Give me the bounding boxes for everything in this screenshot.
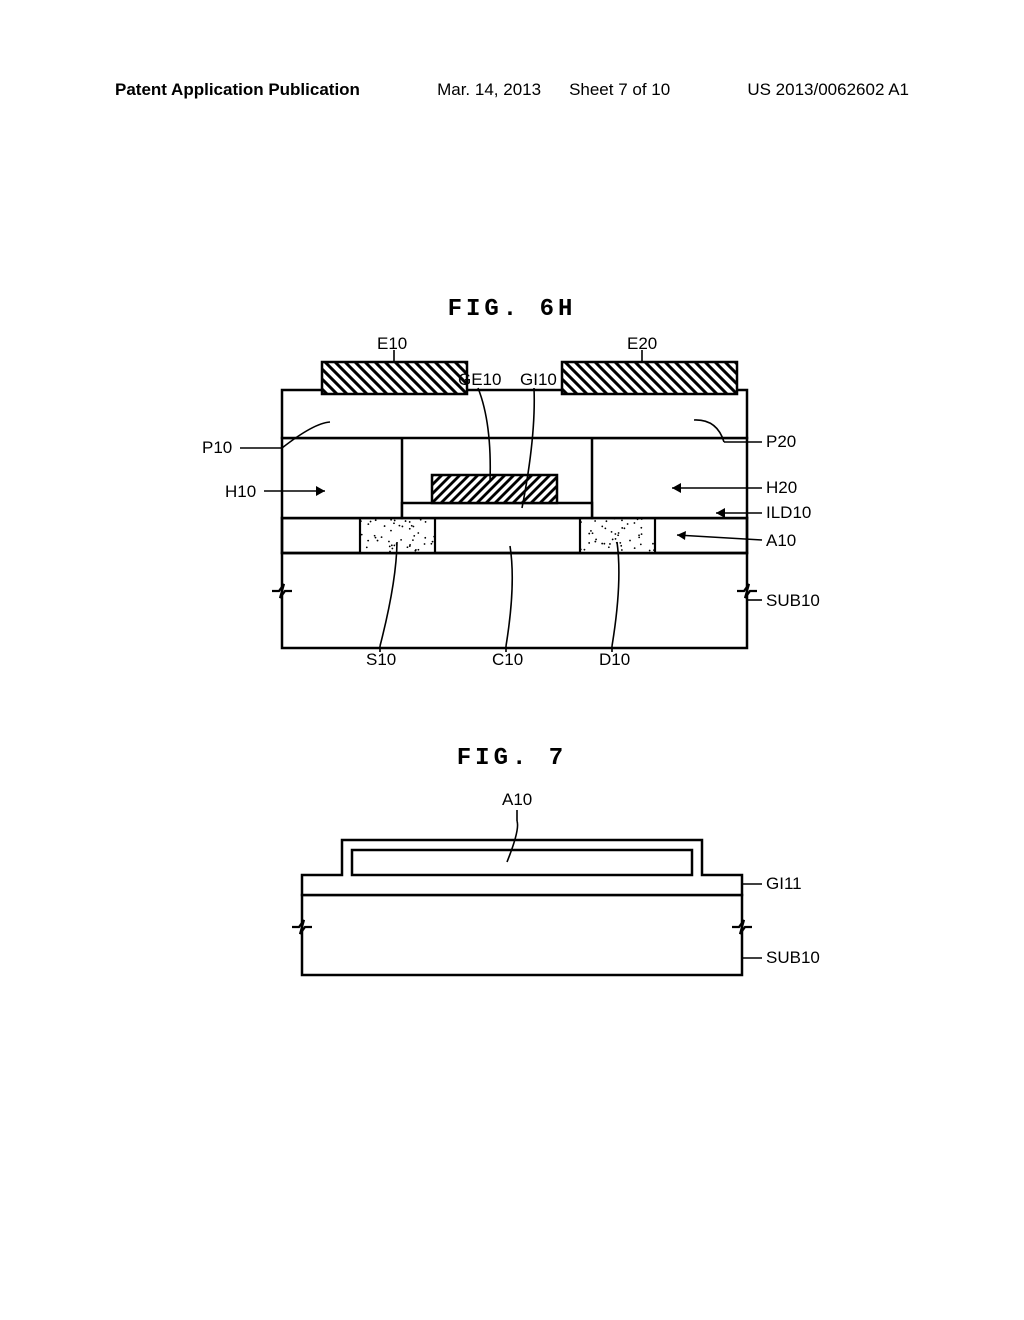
label-e10: E10 bbox=[377, 334, 407, 354]
label-sub10: SUB10 bbox=[766, 591, 820, 611]
label-d10: D10 bbox=[599, 650, 630, 670]
label7-a10: A10 bbox=[502, 790, 532, 810]
label7-sub10: SUB10 bbox=[766, 948, 820, 968]
label-p10: P10 bbox=[202, 438, 232, 458]
header-date: Mar. 14, 2013 bbox=[437, 80, 541, 100]
label-h10: H10 bbox=[225, 482, 256, 502]
label-h20: H20 bbox=[766, 478, 797, 498]
label-p20: P20 bbox=[766, 432, 796, 452]
fig7-title: FIG. 7 bbox=[0, 745, 1024, 772]
header-publication: Patent Application Publication bbox=[115, 80, 360, 100]
label-c10: C10 bbox=[492, 650, 523, 670]
fig6h-container: E10 E20 GE10 GI10 P10 P20 H10 H20 ILD10 … bbox=[112, 330, 912, 690]
label-ge10: GE10 bbox=[458, 370, 501, 390]
page-header: Patent Application Publication Mar. 14, … bbox=[115, 80, 909, 100]
header-docnum: US 2013/0062602 A1 bbox=[747, 80, 909, 100]
label-gi10: GI10 bbox=[520, 370, 557, 390]
label-s10: S10 bbox=[366, 650, 396, 670]
fig7-diagram bbox=[112, 790, 912, 1020]
header-sheet: Sheet 7 of 10 bbox=[569, 80, 670, 100]
fig6h-title: FIG. 6H bbox=[0, 296, 1024, 323]
label-e20: E20 bbox=[627, 334, 657, 354]
label7-gi11: GI11 bbox=[766, 874, 802, 894]
label-ild10: ILD10 bbox=[766, 503, 811, 523]
label-a10: A10 bbox=[766, 531, 796, 551]
fig7-container: A10 GI11 SUB10 bbox=[112, 790, 912, 1020]
